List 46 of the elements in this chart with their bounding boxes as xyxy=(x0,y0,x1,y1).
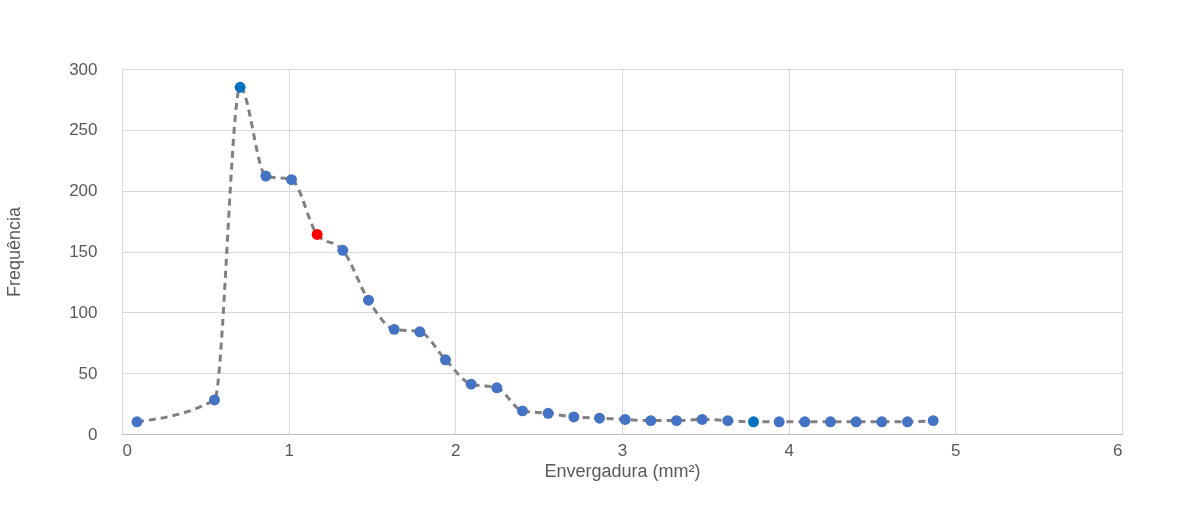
y-tick-label: 0 xyxy=(88,424,98,444)
point xyxy=(671,415,682,427)
point xyxy=(440,354,451,366)
y-tick-label: 200 xyxy=(69,181,98,201)
x-tick-label: 1 xyxy=(284,440,294,460)
y-tick-label: 100 xyxy=(69,302,98,322)
point xyxy=(517,405,528,417)
point xyxy=(696,413,708,425)
y-tick-label: 300 xyxy=(69,59,98,79)
point xyxy=(388,323,400,335)
point xyxy=(850,416,862,428)
point xyxy=(645,415,657,427)
point xyxy=(465,378,477,390)
point xyxy=(131,416,143,428)
point xyxy=(902,416,913,428)
point xyxy=(260,170,272,182)
point xyxy=(722,415,734,427)
y-tick-label: 250 xyxy=(69,120,98,140)
point xyxy=(619,413,631,425)
x-tick-label: 2 xyxy=(451,440,461,460)
point xyxy=(363,294,374,306)
point xyxy=(209,394,220,406)
point xyxy=(825,416,836,428)
point xyxy=(337,244,349,256)
x-tick-label: 0 xyxy=(122,440,132,460)
x-axis-title: Envergadura (mm²) xyxy=(544,460,701,481)
point xyxy=(286,174,297,186)
point xyxy=(799,416,811,428)
point xyxy=(876,416,888,428)
y-axis-title: Frequência xyxy=(4,205,25,298)
point xyxy=(773,416,785,428)
x-tick-label: 5 xyxy=(951,440,961,460)
point xyxy=(927,415,939,427)
y-tick-label: 150 xyxy=(69,242,98,261)
point xyxy=(311,229,323,240)
point xyxy=(568,411,580,423)
point xyxy=(542,407,554,419)
point xyxy=(748,416,759,428)
point xyxy=(234,81,246,93)
x-tick-label: 6 xyxy=(1113,440,1123,460)
point xyxy=(594,412,605,424)
point xyxy=(491,382,503,394)
x-tick-label: 4 xyxy=(784,440,794,460)
y-tick-label: 50 xyxy=(78,363,98,383)
x-tick-label: 3 xyxy=(617,440,628,460)
point xyxy=(414,326,426,338)
